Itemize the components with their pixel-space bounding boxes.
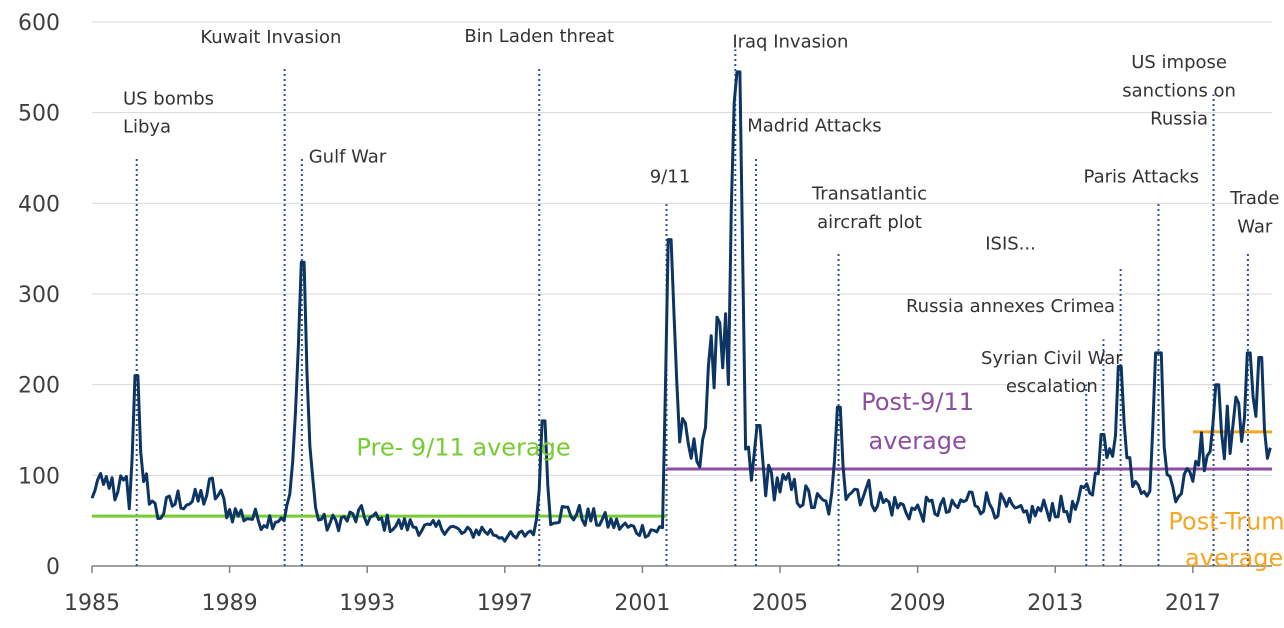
event-label: escalation [1006,376,1098,397]
event-label: Transatlantic [811,184,927,205]
x-tick-label: 1993 [339,591,395,616]
x-tick-label: 2009 [890,591,946,616]
event-label: Libya [123,117,171,138]
post-trump-average-label: average [1185,544,1283,572]
series-line [90,70,1272,543]
gridlines [92,21,1272,476]
event-label: Kuwait Invasion [200,27,341,48]
event-label: aircraft plot [817,212,922,233]
post-trump-average-label: Post-Trump [1168,508,1284,536]
x-tick-label: 1985 [64,591,120,616]
x-tick-label: 2001 [614,591,670,616]
y-tick-label: 0 [46,555,60,580]
x-tick-label: 2017 [1165,591,1221,616]
y-tick-label: 400 [18,192,60,217]
event-label: ISIS... [985,234,1036,255]
event-label: Paris Attacks [1084,166,1199,187]
y-tick-label: 100 [18,464,60,489]
y-tick-label: 600 [18,11,60,36]
event-label: Syrian Civil War [981,348,1123,369]
event-label: sanctions on [1122,80,1236,101]
event-label: US impose [1131,52,1227,73]
y-tick-label: 500 [18,102,60,127]
series [90,70,1272,543]
event-label: Russia [1150,108,1208,129]
x-tick-label: 2013 [1027,591,1083,616]
event-label: Bin Laden threat [464,26,614,47]
event-label: Russia annexes Crimea [906,296,1115,317]
x-tick-label: 1997 [477,591,533,616]
x-tick-label: 2005 [752,591,808,616]
event-label: 9/11 [650,166,690,187]
y-tick-label: 200 [18,374,60,399]
event-label: Gulf War [309,147,387,168]
event-label: US bombs [123,89,214,110]
annotations: US bombs Libya Kuwait Invasion Gulf War Bin … [123,26,1284,572]
event-label: Iraq Invasion [732,31,848,52]
pre-9/11-average-label: Pre- 9/11 average [356,433,570,461]
event-label: Madrid Attacks [747,116,881,137]
post-9/11-average-label: Post-9/11 [861,388,974,416]
axes: 0 100 200 300 400 500 600 1985 1989 1993 1997 2001 2… [18,11,1272,616]
x-tick-label: 1989 [202,591,258,616]
event-markers [135,49,1249,566]
y-tick-label: 300 [18,283,60,308]
event-label: Trade [1229,188,1279,209]
post-9/11-average-label: average [869,427,967,455]
event-label: War [1237,216,1273,237]
